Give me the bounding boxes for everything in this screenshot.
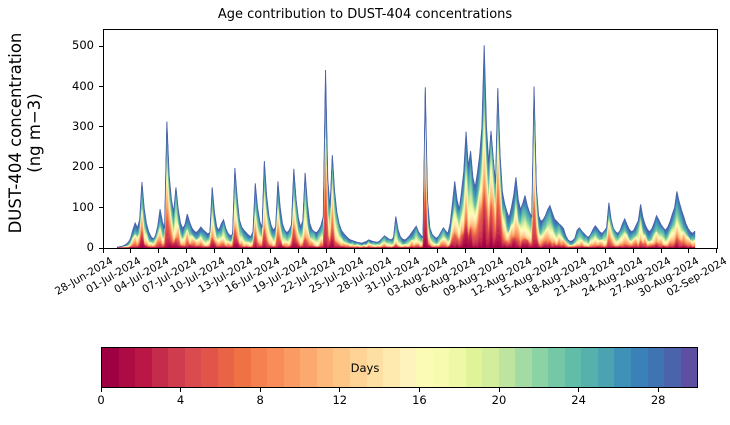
y-tick-mark bbox=[99, 126, 103, 128]
colorbar-swatch bbox=[168, 348, 185, 387]
colorbar-swatch bbox=[399, 348, 417, 387]
y-tick-label: 100 bbox=[72, 199, 94, 214]
colorbar-swatch bbox=[614, 348, 631, 387]
colorbar-tick-label: 0 bbox=[97, 393, 105, 407]
colorbar-swatch bbox=[333, 348, 350, 387]
colorbar-tick-mark bbox=[418, 388, 420, 392]
x-tick-mark bbox=[353, 249, 355, 253]
colorbar-swatch bbox=[432, 348, 450, 387]
y-tick-mark bbox=[99, 86, 103, 88]
colorbar-swatch bbox=[283, 348, 301, 387]
colorbar-swatch bbox=[647, 348, 665, 387]
colorbar[interactable] bbox=[101, 347, 698, 388]
colorbar-swatch bbox=[631, 348, 648, 387]
colorbar-swatch bbox=[184, 348, 202, 387]
x-tick-mark bbox=[102, 249, 104, 253]
colorbar-swatch bbox=[581, 348, 598, 387]
colorbar-swatch bbox=[201, 348, 218, 387]
colorbar-swatch bbox=[267, 348, 284, 387]
colorbar-swatch bbox=[597, 348, 615, 387]
y-axis-label-line1: DUST-404 concentration bbox=[6, 32, 25, 234]
colorbar-swatch bbox=[366, 348, 384, 387]
x-tick-mark bbox=[688, 249, 690, 253]
x-tick-mark bbox=[604, 249, 606, 253]
colorbar-swatch bbox=[118, 348, 136, 387]
colorbar-tick-label: 28 bbox=[650, 393, 666, 407]
colorbar-swatch bbox=[102, 348, 119, 387]
colorbar-tick-label: 24 bbox=[571, 393, 586, 407]
x-tick-mark bbox=[381, 249, 383, 253]
x-tick-mark bbox=[660, 249, 662, 253]
colorbar-swatch bbox=[515, 348, 532, 387]
x-tick-mark bbox=[437, 249, 439, 253]
colorbar-swatch bbox=[217, 348, 235, 387]
total-envelope-line bbox=[116, 45, 696, 248]
colorbar-tick-mark bbox=[259, 388, 261, 392]
colorbar-tick-label: 12 bbox=[332, 393, 348, 407]
x-tick-mark bbox=[269, 249, 271, 253]
y-tick-mark bbox=[99, 247, 103, 249]
colorbar-swatch bbox=[680, 348, 697, 387]
colorbar-tick-mark bbox=[498, 388, 500, 392]
y-tick-mark bbox=[99, 45, 103, 47]
colorbar-swatch bbox=[449, 348, 466, 387]
x-tick-mark bbox=[632, 249, 634, 253]
colorbar-tick-mark bbox=[578, 388, 580, 392]
colorbar-swatch bbox=[664, 348, 681, 387]
colorbar-swatch bbox=[349, 348, 367, 387]
y-tick-mark bbox=[99, 166, 103, 168]
colorbar-swatch bbox=[151, 348, 169, 387]
x-tick-mark bbox=[158, 249, 160, 253]
x-tick-mark bbox=[493, 249, 495, 253]
colorbar-tick-mark bbox=[180, 388, 182, 392]
y-tick-label: 0 bbox=[86, 240, 94, 254]
x-tick-mark bbox=[576, 249, 578, 253]
colorbar-swatch bbox=[416, 348, 433, 387]
x-tick-mark bbox=[521, 249, 523, 253]
y-axis-label: DUST-404 concentration (ng m−3) bbox=[6, 23, 44, 243]
stacked-area-series bbox=[116, 45, 696, 248]
y-tick-mark bbox=[99, 207, 103, 209]
colorbar-tick-label: 8 bbox=[256, 393, 264, 407]
y-tick-label: 300 bbox=[72, 118, 94, 133]
colorbar-swatch bbox=[300, 348, 317, 387]
colorbar-swatch bbox=[531, 348, 549, 387]
colorbar-tick-label: 16 bbox=[412, 393, 427, 407]
x-tick-mark bbox=[214, 249, 216, 253]
colorbar-tick-mark bbox=[100, 388, 102, 392]
y-axis-label-line2: (ng m−3) bbox=[25, 93, 44, 173]
x-tick-mark bbox=[297, 249, 299, 253]
colorbar-tick-mark bbox=[657, 388, 659, 392]
colorbar-swatch bbox=[548, 348, 565, 387]
x-tick-mark bbox=[325, 249, 327, 253]
colorbar-swatch bbox=[498, 348, 516, 387]
colorbar-tick-label: 4 bbox=[176, 393, 185, 407]
colorbar-tick-label: 20 bbox=[491, 393, 507, 407]
y-tick-label: 200 bbox=[72, 159, 94, 174]
x-tick-mark bbox=[716, 249, 718, 253]
x-tick-mark bbox=[409, 249, 411, 253]
y-tick-label: 500 bbox=[72, 38, 94, 53]
colorbar-swatch bbox=[564, 348, 582, 387]
x-tick-mark bbox=[465, 249, 467, 253]
colorbar-swatch bbox=[234, 348, 251, 387]
colorbar-swatch bbox=[135, 348, 152, 387]
x-tick-mark bbox=[186, 249, 188, 253]
colorbar-swatch bbox=[383, 348, 400, 387]
colorbar-tick-mark bbox=[339, 388, 341, 392]
colorbar-swatch bbox=[465, 348, 483, 387]
area-band bbox=[116, 240, 696, 248]
y-tick-label: 400 bbox=[72, 78, 94, 93]
x-tick-mark bbox=[548, 249, 550, 253]
colorbar-swatch bbox=[482, 348, 499, 387]
x-tick-mark bbox=[130, 249, 132, 253]
colorbar-swatch bbox=[316, 348, 334, 387]
chart-title: Age contribution to DUST-404 concentrati… bbox=[217, 7, 513, 22]
x-tick-mark bbox=[242, 249, 244, 253]
plot-area bbox=[103, 29, 718, 249]
colorbar-swatch bbox=[250, 348, 268, 387]
